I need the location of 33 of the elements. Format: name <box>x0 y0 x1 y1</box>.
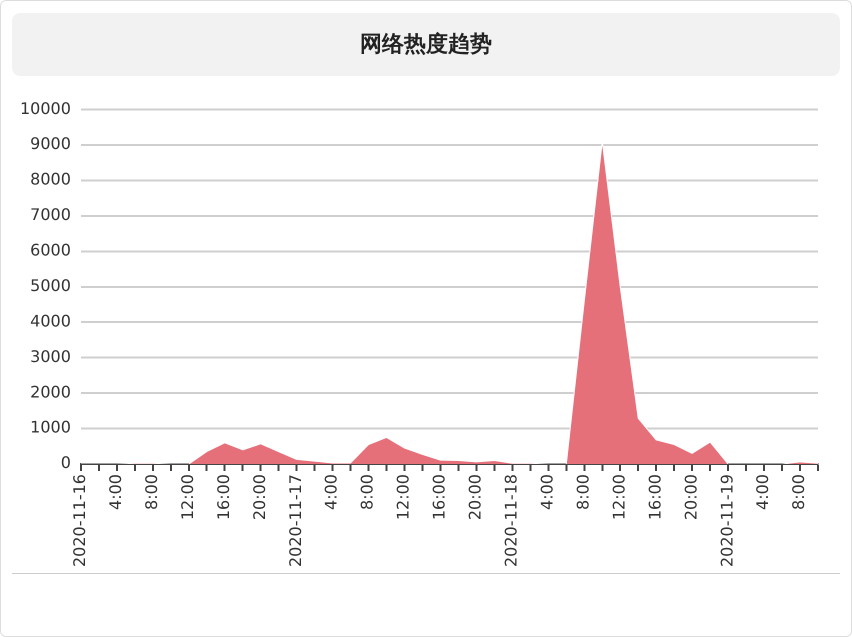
x-tick-label: 20:00 <box>250 474 269 520</box>
x-tick-label: 2020-11-17 <box>286 474 305 567</box>
x-tick-label: 4:00 <box>537 474 556 510</box>
x-tick-label: 16:00 <box>214 474 233 520</box>
x-tick-label: 8:00 <box>358 474 377 510</box>
x-tick-label: 20:00 <box>466 474 485 520</box>
y-tick-label: 1000 <box>30 418 71 437</box>
x-tick-label: 16:00 <box>430 474 449 520</box>
x-tick-label: 8:00 <box>789 474 808 510</box>
x-tick-label: 12:00 <box>609 474 628 520</box>
x-tick-label: 4:00 <box>106 474 126 510</box>
x-tick-label: 20:00 <box>681 474 700 520</box>
y-tick-label: 4000 <box>30 311 71 330</box>
y-tick-label: 9000 <box>30 134 71 154</box>
y-tick-label: 6000 <box>30 240 71 260</box>
x-tick-label: 2020-11-19 <box>717 474 736 567</box>
x-tick-label: 4:00 <box>322 474 341 510</box>
y-tick-label: 7000 <box>30 205 71 224</box>
chart-title: 网络热度趋势 <box>12 13 840 76</box>
x-tick-label: 12:00 <box>178 474 197 520</box>
y-tick-label: 3000 <box>30 346 71 366</box>
x-tick-label: 8:00 <box>573 474 592 510</box>
x-tick-label: 2020-11-16 <box>70 474 90 567</box>
x-tick-label: 4:00 <box>753 474 772 510</box>
x-tick-label: 2020-11-18 <box>502 474 521 567</box>
y-tick-label: 5000 <box>30 276 71 295</box>
y-tick-label: 10000 <box>20 98 71 118</box>
x-tick-label: 16:00 <box>645 474 664 520</box>
x-tick-label: 12:00 <box>394 474 413 520</box>
x-tick-label: 8:00 <box>142 474 161 510</box>
y-tick-label: 0 <box>60 453 71 472</box>
y-tick-label: 2000 <box>30 382 71 402</box>
y-tick-label: 8000 <box>30 170 71 189</box>
